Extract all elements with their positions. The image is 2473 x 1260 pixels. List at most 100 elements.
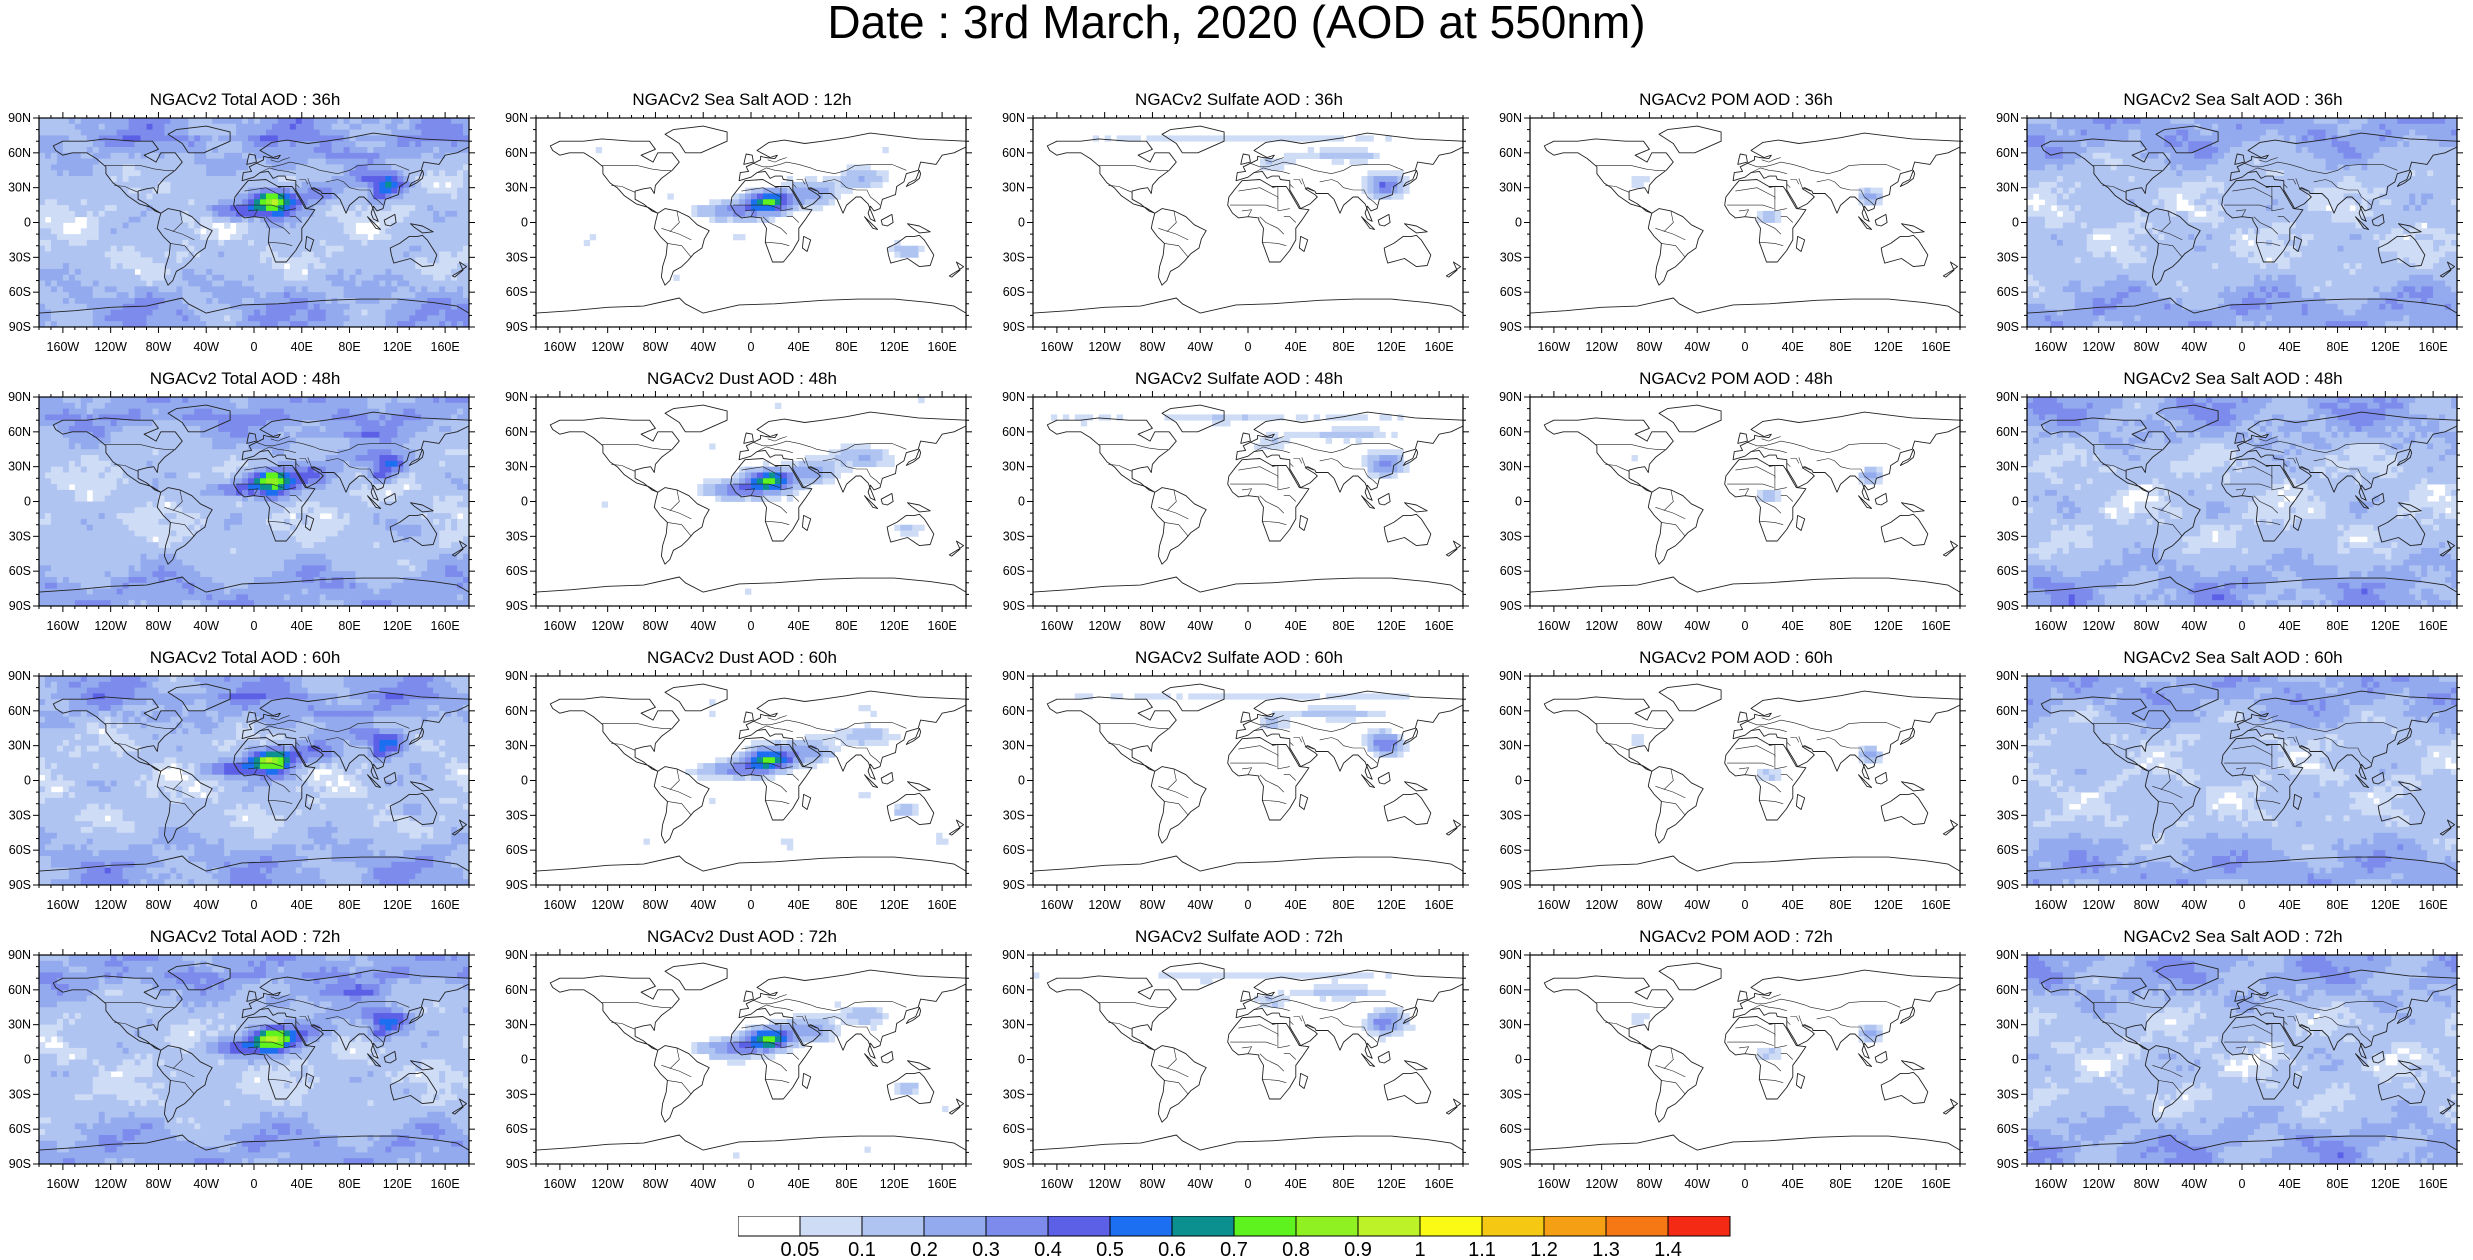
lon-tick-label: 120W <box>591 619 624 633</box>
lon-tick-label: 160E <box>1425 340 1454 354</box>
axis-ticks <box>1027 949 1469 1170</box>
panel-title: NGACv2 Sea Salt AOD : 12h <box>497 90 987 110</box>
axis-ticks <box>1027 670 1469 891</box>
lon-tick-label: 160E <box>1922 340 1951 354</box>
lon-tick-label: 160E <box>1922 898 1951 912</box>
panel-title: NGACv2 Dust AOD : 60h <box>497 648 987 668</box>
lon-tick-label: 160W <box>1041 1177 1074 1191</box>
lon-tick-label: 40E <box>788 1177 810 1191</box>
lon-tick-label: 120E <box>1377 340 1406 354</box>
lon-tick-label: 80E <box>1332 340 1354 354</box>
lon-tick-label: 0 <box>748 340 755 354</box>
colorbar-swatch <box>1667 1216 1731 1237</box>
colorbar-label: 1.1 <box>1468 1239 1496 1260</box>
country-borders <box>2092 715 2398 816</box>
lon-tick-label: 160W <box>544 898 577 912</box>
lon-tick-label: 80W <box>2134 619 2160 633</box>
lat-tick-label: 30N <box>8 460 31 474</box>
lon-tick-label: 80E <box>2326 1177 2348 1191</box>
country-borders <box>1595 715 1901 816</box>
panel-title: NGACv2 Sulfate AOD : 60h <box>994 648 1484 668</box>
lat-tick-label: 0 <box>24 216 31 230</box>
panel-title: NGACv2 Total AOD : 48h <box>0 369 490 389</box>
lon-tick-label: 160E <box>1425 898 1454 912</box>
lon-tick-label: 40W <box>2181 898 2207 912</box>
lon-tick-label: 120W <box>1088 898 1121 912</box>
lat-tick-label: 0 <box>521 495 528 509</box>
lon-tick-label: 120W <box>591 898 624 912</box>
lat-tick-label: 30N <box>505 181 528 195</box>
lat-tick-label: 30S <box>1500 1087 1522 1101</box>
lat-tick-label: 0 <box>1515 216 1522 230</box>
lon-tick-label: 0 <box>1742 898 1749 912</box>
panel-title: NGACv2 Dust AOD : 48h <box>497 369 987 389</box>
lon-tick-label: 40W <box>2181 1177 2207 1191</box>
axis-ticks <box>530 949 972 1170</box>
axis-ticks <box>33 112 475 333</box>
lat-tick-label: 0 <box>1018 216 1025 230</box>
lat-tick-label: 60N <box>8 704 31 718</box>
lon-tick-label: 120W <box>94 340 127 354</box>
aod-map: 90N 60N 30N 0 30S 60S 90S 160W 120W 80W 40W 0 40E 80E… <box>8 669 475 912</box>
colorbar-swatch <box>1171 1216 1235 1237</box>
lon-tick-label: 120E <box>1874 898 1903 912</box>
aod-map: 90N 60N 30N 0 30S 60S 90S 160W 120W 80W 40W 0 40E 80E… <box>1499 948 1966 1191</box>
aod-map: 90N 60N 30N 0 30S 60S 90S 160W 120W 80W 40W 0 40E 80E… <box>1996 948 2463 1191</box>
colorbar-label: 1.4 <box>1654 1239 1682 1260</box>
lat-tick-label: 60S <box>1003 564 1025 578</box>
aod-field <box>2027 397 2458 607</box>
lon-tick-label: 0 <box>748 619 755 633</box>
country-borders <box>1595 994 1901 1095</box>
map-panel: NGACv2 Total AOD : 36h 90N 60N 30N 0 30S 60S 9… <box>0 90 490 372</box>
lat-tick-label: 60N <box>8 425 31 439</box>
colorbar-label: 1.2 <box>1530 1239 1558 1260</box>
panel-title: NGACv2 Total AOD : 36h <box>0 90 490 110</box>
lon-tick-label: 160E <box>928 1177 957 1191</box>
lat-tick-label: 60S <box>9 843 31 857</box>
country-borders <box>104 715 410 816</box>
lon-tick-label: 0 <box>1742 1177 1749 1191</box>
lon-tick-label: 40W <box>1684 340 1710 354</box>
lon-tick-label: 120E <box>1874 340 1903 354</box>
colorbar-label: 1 <box>1414 1239 1425 1260</box>
lat-tick-label: 90N <box>1002 948 1025 962</box>
lat-tick-label: 30N <box>8 1018 31 1032</box>
lat-tick-label: 0 <box>1515 495 1522 509</box>
lon-tick-label: 160E <box>2419 1177 2448 1191</box>
lat-tick-label: 30S <box>9 529 31 543</box>
aod-field <box>2027 118 2458 328</box>
lon-tick-label: 160E <box>1922 1177 1951 1191</box>
lon-tick-label: 40E <box>788 340 810 354</box>
colorbar-swatch <box>1047 1216 1111 1237</box>
lon-tick-label: 40E <box>1782 340 1804 354</box>
colorbar-swatch <box>738 1216 801 1237</box>
map-panel: NGACv2 POM AOD : 48h 90N 60N 30N 0 30S 60S 90S… <box>1491 369 1981 651</box>
lon-tick-label: 160E <box>928 898 957 912</box>
lat-tick-label: 30S <box>1997 1087 2019 1101</box>
lat-tick-label: 90S <box>506 599 528 613</box>
lat-tick-label: 90N <box>505 948 528 962</box>
lon-tick-label: 0 <box>1245 1177 1252 1191</box>
colorbar-label: 0.8 <box>1282 1239 1310 1260</box>
lon-tick-label: 80W <box>2134 1177 2160 1191</box>
aod-map: 90N 60N 30N 0 30S 60S 90S 160W 120W 80W 40W 0 40E 80E… <box>1002 111 1469 354</box>
lon-tick-label: 120W <box>1088 340 1121 354</box>
lon-tick-label: 80E <box>835 898 857 912</box>
map-panel: NGACv2 Total AOD : 60h 90N 60N 30N 0 30S 60S 9… <box>0 648 490 930</box>
lon-tick-label: 40E <box>1285 1177 1307 1191</box>
lat-tick-label: 60S <box>1500 1122 1522 1136</box>
axis-ticks <box>1027 391 1469 612</box>
lon-tick-label: 160W <box>1538 619 1571 633</box>
map-panel: NGACv2 Sea Salt AOD : 12h 90N 60N 30N 0 30S 6… <box>497 90 987 372</box>
aod-field <box>1631 1013 1883 1060</box>
country-borders <box>1098 436 1404 537</box>
lat-tick-label: 30N <box>1996 1018 2019 1032</box>
lon-tick-label: 80W <box>146 619 172 633</box>
lon-tick-label: 80E <box>338 1177 360 1191</box>
aod-map: 90N 60N 30N 0 30S 60S 90S 160W 120W 80W 40W 0 40E 80E… <box>1002 948 1469 1191</box>
lon-tick-label: 40W <box>1187 898 1213 912</box>
lat-tick-label: 0 <box>24 495 31 509</box>
lon-tick-label: 0 <box>251 1177 258 1191</box>
coastlines <box>38 404 470 607</box>
lat-tick-label: 90N <box>1996 111 2019 125</box>
